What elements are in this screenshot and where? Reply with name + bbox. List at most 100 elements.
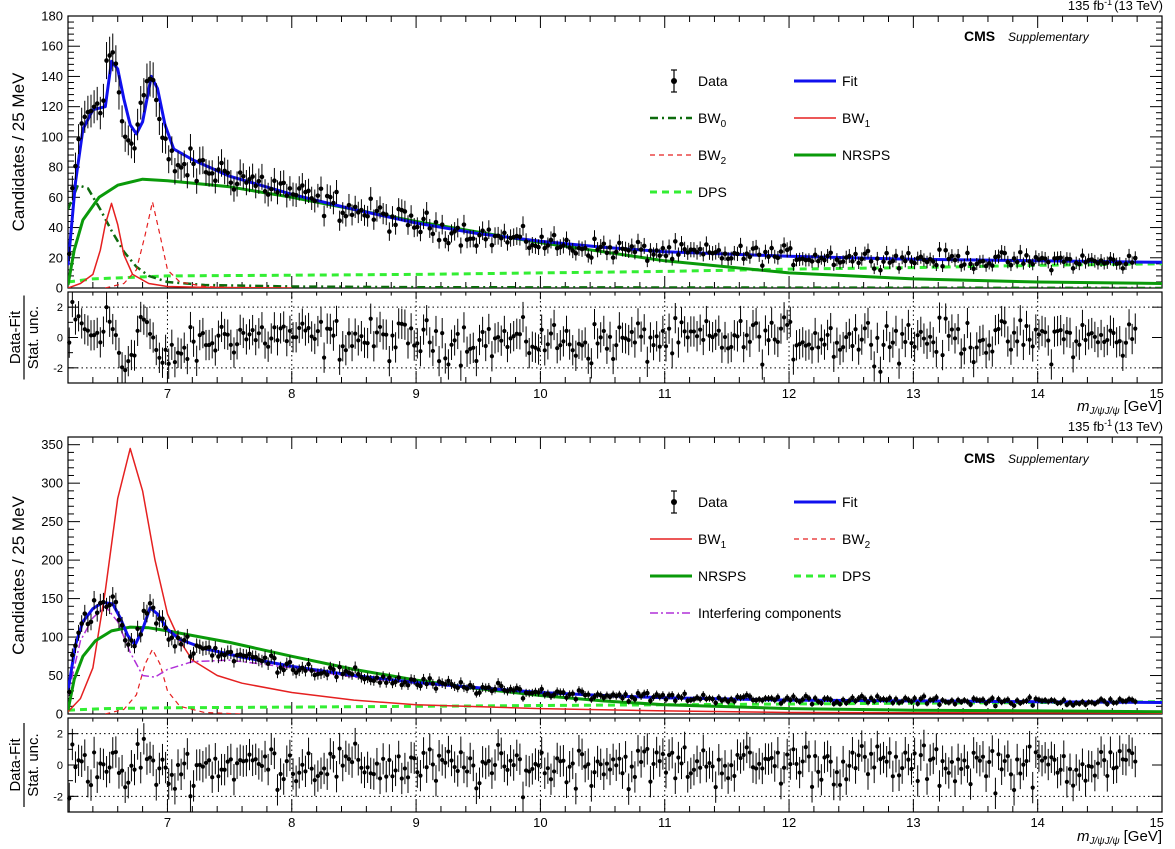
- data-point: [446, 240, 451, 246]
- residual-point: [1080, 322, 1085, 328]
- curves: [68, 59, 1162, 288]
- data-point: [896, 266, 902, 271]
- residual-point: [182, 345, 187, 350]
- data-point: [169, 635, 175, 641]
- residual-point: [272, 751, 277, 756]
- data-point: [996, 696, 1001, 702]
- residual-point: [262, 754, 268, 759]
- residual-point: [1043, 330, 1048, 335]
- data-point: [122, 638, 128, 643]
- data-point: [536, 690, 541, 695]
- data-point: [393, 222, 398, 228]
- data-point: [875, 256, 880, 261]
- data-point: [387, 675, 392, 681]
- data-point: [138, 632, 144, 637]
- residual-point: [381, 756, 386, 761]
- data-point: [402, 209, 408, 214]
- data-point: [178, 641, 184, 647]
- y-tick-label: 0: [56, 707, 63, 722]
- residual-point: [617, 756, 622, 761]
- data-point: [980, 258, 986, 264]
- data-point: [657, 253, 663, 258]
- data-point: [191, 161, 196, 167]
- residual-point: [763, 328, 768, 333]
- data-point: [990, 263, 995, 268]
- data-point: [1077, 261, 1082, 267]
- data-point: [962, 262, 967, 267]
- data-point: [1126, 253, 1132, 259]
- data-point: [570, 248, 576, 253]
- residual-point: [412, 756, 417, 761]
- residual-point: [555, 346, 560, 351]
- residual-point: [452, 338, 457, 343]
- legend-data-marker: [671, 78, 677, 84]
- residual-points: [67, 292, 1138, 383]
- data-point: [393, 679, 398, 685]
- data-point: [129, 638, 134, 643]
- data-point: [716, 695, 722, 700]
- residual-point: [135, 741, 140, 747]
- residual-point: [337, 746, 342, 751]
- residual-point: [825, 754, 830, 759]
- legend-label: Data: [698, 494, 728, 510]
- residual-point: [623, 754, 628, 759]
- residual-point: [368, 316, 373, 321]
- data-point: [408, 213, 414, 218]
- residual-point: [294, 779, 299, 784]
- residual-point: [1077, 773, 1082, 778]
- residual-point: [1067, 767, 1073, 772]
- data-point: [181, 637, 187, 643]
- residual-point: [564, 328, 569, 333]
- data-point: [862, 696, 868, 702]
- residual-point: [1018, 318, 1023, 323]
- residual-point: [424, 318, 429, 323]
- data-point: [1117, 260, 1123, 266]
- data-point: [890, 700, 896, 706]
- residual-points: [67, 723, 1138, 812]
- residual-point: [685, 335, 690, 340]
- residual-point: [244, 758, 249, 763]
- residual-point: [1046, 338, 1051, 343]
- legend-entry-dps: DPS: [794, 568, 871, 584]
- data-point: [352, 665, 358, 670]
- residual-point: [415, 770, 420, 775]
- residual-point: [595, 759, 600, 764]
- data-point: [601, 241, 607, 247]
- residual-point: [284, 759, 289, 764]
- residual-point: [732, 773, 737, 779]
- residual-point: [163, 347, 168, 352]
- residual-point: [676, 340, 681, 345]
- data-point: [191, 651, 196, 656]
- residual-point: [225, 332, 230, 337]
- y-tick-label: 150: [41, 591, 63, 606]
- residual-point: [179, 772, 184, 777]
- data-point: [200, 157, 206, 163]
- residual-point: [1030, 344, 1035, 349]
- data-point: [847, 253, 852, 259]
- curve-nrsps: [68, 177, 1162, 286]
- residual-point: [809, 346, 815, 351]
- residual-point: [551, 322, 557, 328]
- residual-point: [887, 344, 892, 350]
- residual-point: [381, 332, 386, 337]
- residual-point: [207, 342, 212, 348]
- residual-point: [666, 326, 672, 331]
- residual-point: [353, 331, 358, 336]
- data-point: [309, 196, 314, 201]
- data-point: [424, 210, 429, 216]
- data-point: [682, 247, 687, 252]
- data-point: [604, 250, 610, 256]
- residual-point: [996, 752, 1001, 757]
- residual-point: [334, 774, 339, 779]
- residual-point: [909, 766, 914, 772]
- residual-point: [427, 747, 432, 752]
- legend-entry-bw0: BW0: [650, 110, 727, 130]
- residual-point: [1030, 785, 1035, 790]
- data-point: [300, 183, 305, 188]
- residual-point: [197, 762, 202, 767]
- data-point: [1129, 260, 1135, 265]
- residual-point: [862, 754, 867, 759]
- residual-point: [769, 755, 774, 761]
- data-point: [300, 665, 305, 671]
- residual-point: [1089, 764, 1094, 769]
